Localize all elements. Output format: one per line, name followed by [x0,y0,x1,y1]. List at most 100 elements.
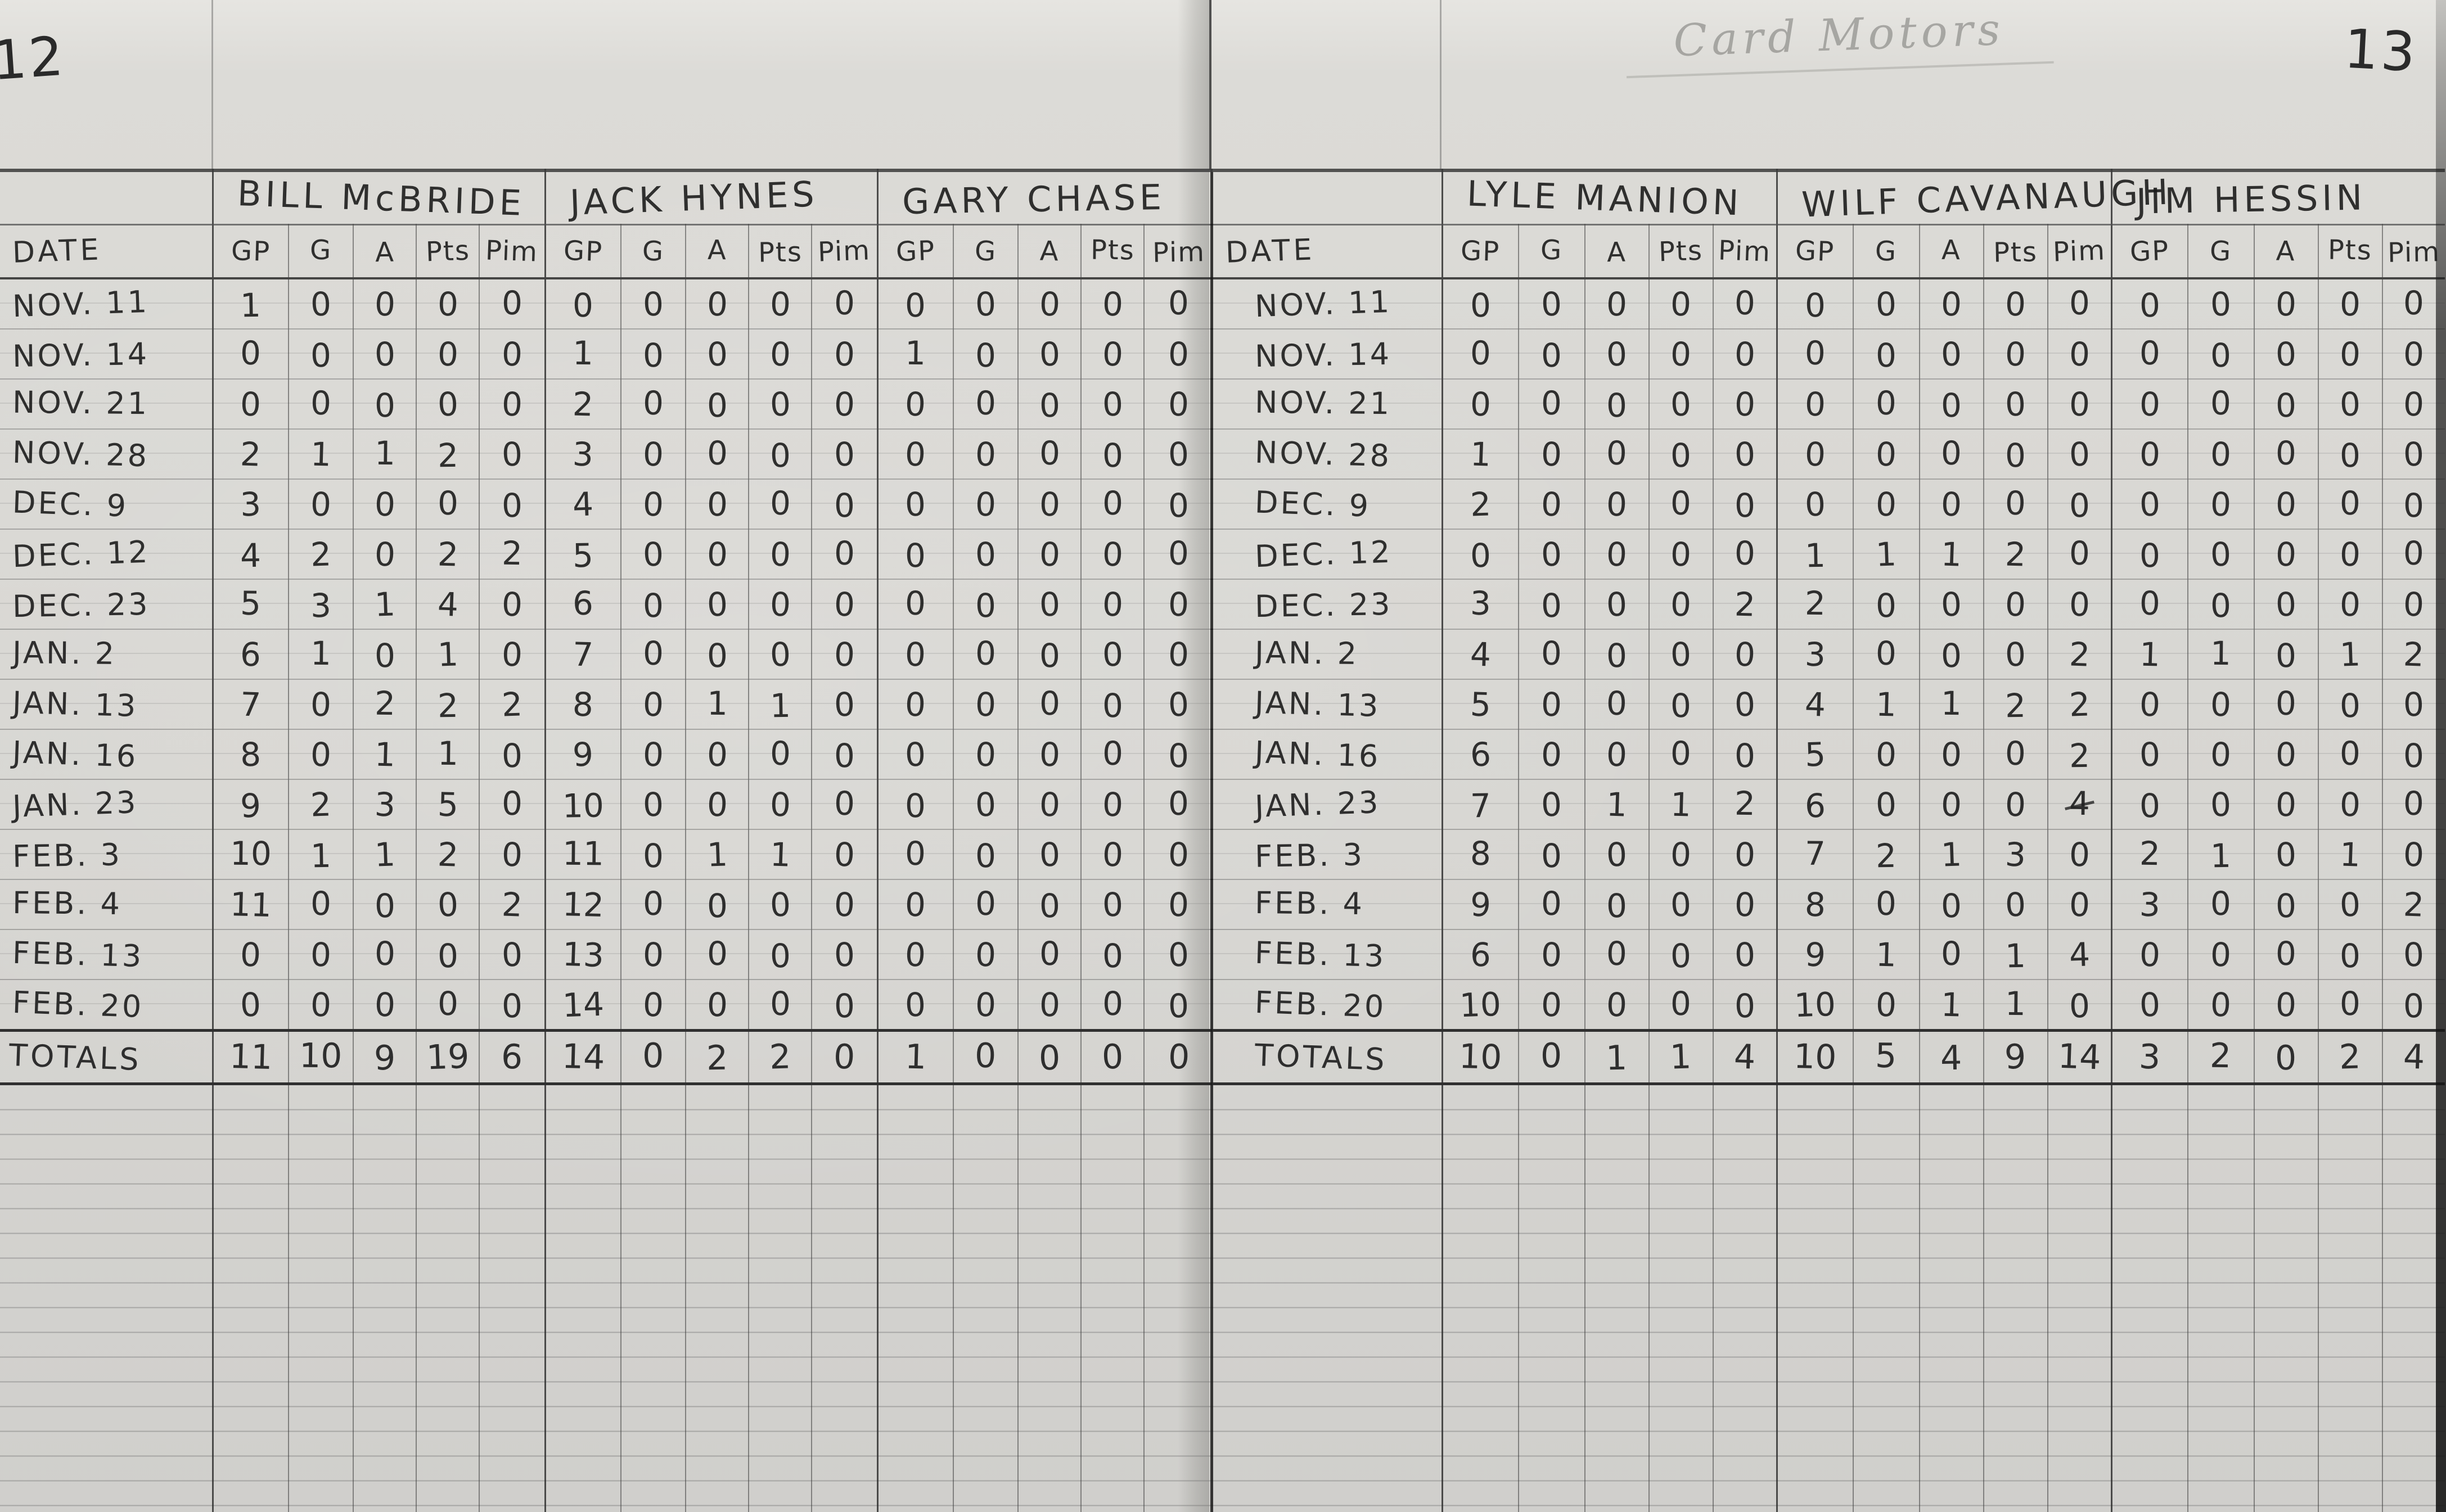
stat-cell: 2 [289,779,354,830]
stat-cell: 13 [545,929,622,980]
handwritten-value: 0 [1038,284,1061,324]
date-cell: JAN. 2 [0,629,214,680]
stat-cell: 10 [545,779,622,830]
handwritten-value: JAN. 13 [12,684,139,724]
stat-cell: 2 [1442,479,1519,530]
stat-cell: 0 [213,980,289,1031]
handwritten-value: 3 [2138,884,2161,924]
handwritten-value: 2 [2068,684,2091,724]
handwritten-value: 0 [1733,384,1756,424]
totals-stat-cell: 1 [877,1029,954,1085]
handwritten-value: 0 [1669,834,1692,874]
stat-cell: 0 [1144,429,1213,480]
totals-stat-cell: 10 [1442,1029,1519,1085]
handwritten-value: 0 [1168,784,1190,823]
stat-cell: 6 [545,579,622,630]
handwritten-value: 2 [768,1037,792,1077]
stat-cell: 0 [953,529,1019,580]
stat-cell: 0 [2318,779,2383,830]
handwritten-value: 0 [1101,634,1124,674]
stat-cell: 3 [1442,579,1519,630]
stat-cell: 0 [877,479,954,530]
stat-cell: 0 [1144,379,1213,430]
stat-cell: 0 [1018,379,1082,430]
stat-column-header: Pim [2047,224,2113,279]
stat-cell: 2 [416,679,480,730]
stat-cell: 0 [1648,829,1714,880]
handwritten-value: 0 [240,985,262,1024]
stat-cell: 1 [1853,529,1920,580]
handwritten-value: 0 [2275,434,2297,472]
handwritten-value: 0 [904,484,927,524]
date-cell: FEB. 13 [1211,929,1443,980]
date-cell: JAN. 16 [1211,729,1443,780]
stat-cell: 0 [621,579,687,630]
stat-cell: 0 [812,829,879,880]
stat-cell: 0 [1081,278,1145,330]
stat-cell: 0 [1584,929,1650,980]
stat-cell: 0 [1777,429,1854,480]
handwritten-value: 0 [1605,334,1628,374]
blank-cell [353,1084,417,1512]
stat-cell: 2 [353,679,417,730]
stat-cell: 0 [1648,679,1714,730]
stat-cell: 0 [953,329,1019,380]
handwritten-value: 0 [2274,534,2298,574]
handwritten-value: GARY CHASE [902,176,1166,222]
blank-cell [1018,1084,1082,1512]
stat-cell: 4 [2047,929,2113,980]
stat-cell: 5 [213,579,289,630]
stat-cell: 0 [1518,679,1585,730]
stat-cell: 0 [953,429,1019,480]
handwritten-value: 19 [425,1036,470,1078]
table-row: JAN. 16 6 0 0 0 0 5 0 0 0 2 0 0 0 0 0 [1211,729,2445,780]
handwritten-value: 0 [1669,634,1692,674]
handwritten-value: 0 [1168,834,1190,874]
stat-cell: 7 [1777,829,1854,880]
stat-cell: 0 [1144,879,1213,930]
stat-cell: 0 [1442,329,1519,380]
handwritten-value: G [1540,234,1563,267]
stat-cell: 2 [1983,529,2048,580]
handwritten-value: 1 [437,734,458,773]
handwritten-value: JAN. 16 [1254,734,1381,774]
stat-cell: 0 [353,479,417,530]
handwritten-value: 0 [834,534,855,572]
totals-stat-cell: 9 [1983,1029,2048,1085]
handwritten-value: 0 [1606,985,1628,1024]
handwritten-value: 0 [1940,934,1962,973]
handwritten-value: 0 [1670,484,1692,522]
handwritten-value: NOV. 21 [1254,384,1392,422]
stat-cell: 0 [749,579,813,630]
handwritten-value: 0 [2275,934,2297,973]
handwritten-value: 0 [2402,935,2425,974]
handwritten-value: 0 [373,636,396,675]
handwritten-value: FEB. 13 [12,935,145,974]
handwritten-value: 0 [1540,684,1562,724]
handwritten-value: 9 [1804,935,1826,974]
blank-cell [213,1084,289,1512]
handwritten-value: 0 [436,334,459,374]
stat-cell: 0 [812,479,879,530]
stat-cell: 0 [1081,529,1145,580]
handwritten-value: 1 [769,834,791,874]
handwritten-value: JACK HYNES [569,173,819,223]
handwritten-value: 0 [501,584,523,624]
handwritten-value: 0 [1540,1036,1562,1076]
handwritten-value: A [1039,235,1060,268]
stat-cell: 0 [877,679,954,730]
stat-cell: 0 [749,379,813,430]
handwritten-value: 0 [373,484,396,524]
handwritten-value: 0 [1804,384,1826,424]
stat-cell: 0 [2187,980,2255,1031]
handwritten-value: 0 [904,935,927,974]
stat-cell: 0 [1919,879,1984,930]
stat-cell: 0 [353,629,417,680]
handwritten-value: 0 [769,384,791,424]
handwritten-value: 0 [310,383,332,422]
stat-cell: 0 [1144,329,1213,380]
stat-cell: 0 [686,879,750,930]
totals-row: TOTALS 10 0 1 1 4 10 5 4 9 14 3 2 0 2 4 [1211,1029,2445,1085]
stat-cell: 2 [289,529,354,580]
handwritten-value: DEC. 23 [1254,586,1393,625]
